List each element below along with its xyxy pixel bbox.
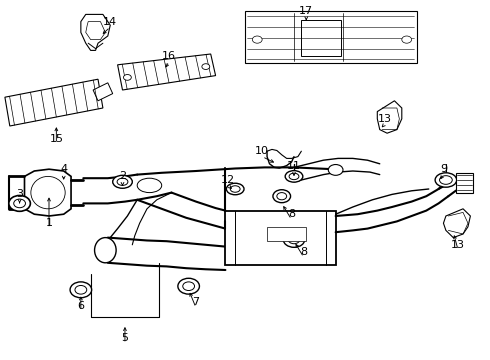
Text: 8: 8 (288, 209, 295, 219)
Ellipse shape (113, 175, 132, 188)
Text: 13: 13 (378, 114, 392, 124)
Polygon shape (225, 211, 336, 265)
Text: 8: 8 (300, 247, 307, 257)
Ellipse shape (289, 173, 299, 180)
Ellipse shape (288, 235, 300, 244)
Ellipse shape (137, 178, 162, 193)
Text: 10: 10 (255, 146, 269, 156)
Ellipse shape (283, 231, 305, 247)
Polygon shape (267, 227, 306, 241)
Ellipse shape (252, 36, 262, 43)
Text: 9: 9 (440, 164, 447, 174)
Text: 4: 4 (60, 164, 67, 174)
Text: 15: 15 (49, 134, 63, 144)
Ellipse shape (123, 75, 131, 80)
Ellipse shape (183, 282, 195, 291)
Ellipse shape (31, 176, 65, 209)
Ellipse shape (277, 193, 287, 200)
Polygon shape (118, 54, 216, 90)
Polygon shape (245, 11, 416, 63)
Ellipse shape (14, 199, 25, 208)
Ellipse shape (273, 190, 291, 203)
Text: 7: 7 (193, 297, 199, 307)
Text: 17: 17 (299, 6, 313, 16)
Ellipse shape (9, 195, 30, 211)
Text: 13: 13 (451, 240, 465, 250)
Ellipse shape (178, 278, 199, 294)
Polygon shape (86, 22, 105, 40)
Ellipse shape (202, 64, 210, 69)
Ellipse shape (435, 173, 457, 187)
Text: 14: 14 (103, 17, 117, 27)
Ellipse shape (328, 165, 343, 175)
Ellipse shape (75, 285, 87, 294)
Text: 12: 12 (221, 175, 235, 185)
Polygon shape (93, 83, 113, 101)
Ellipse shape (95, 238, 116, 263)
Ellipse shape (402, 36, 412, 43)
Ellipse shape (285, 171, 303, 182)
Text: 6: 6 (77, 301, 84, 311)
Polygon shape (24, 169, 71, 216)
Text: 5: 5 (122, 333, 128, 343)
Polygon shape (443, 209, 470, 238)
Ellipse shape (117, 178, 128, 185)
Text: 1: 1 (46, 218, 52, 228)
Polygon shape (377, 101, 402, 133)
Text: 2: 2 (119, 171, 126, 181)
Ellipse shape (226, 183, 244, 195)
Ellipse shape (230, 186, 240, 192)
Ellipse shape (440, 176, 452, 184)
Text: 16: 16 (162, 51, 176, 61)
Polygon shape (81, 14, 110, 50)
Polygon shape (5, 79, 103, 126)
Ellipse shape (70, 282, 92, 298)
Text: 11: 11 (287, 161, 301, 171)
Text: 3: 3 (16, 189, 23, 199)
Polygon shape (456, 173, 473, 193)
Polygon shape (301, 20, 341, 56)
